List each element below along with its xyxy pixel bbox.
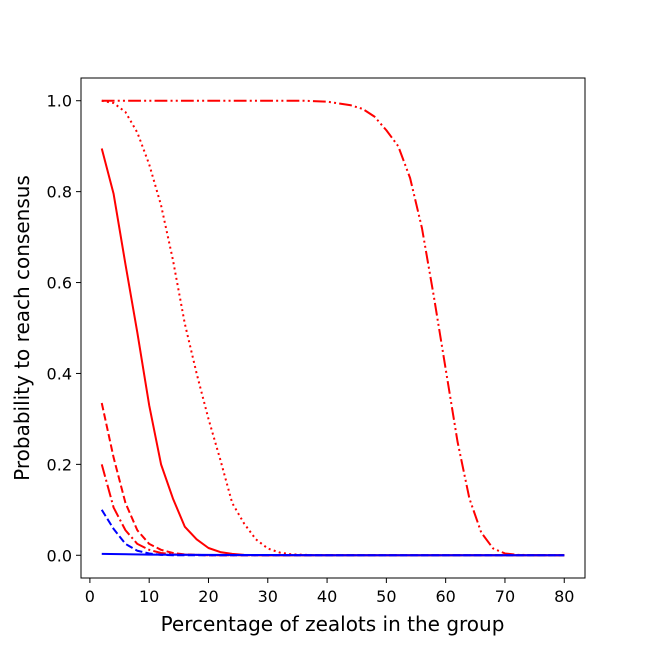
series-line-1: [100, 148, 565, 557]
series-line-5: [101, 99, 565, 557]
y-tick-label: 0.8: [47, 183, 72, 202]
y-tick-label: 0.0: [47, 546, 72, 565]
x-tick-label: 30: [258, 587, 278, 606]
series-line-2: [100, 402, 565, 557]
x-tick-label: 40: [317, 587, 337, 606]
y-tick-label: 1.0: [47, 92, 72, 111]
x-tick-label: 60: [435, 587, 455, 606]
x-tick-label: 80: [554, 587, 574, 606]
series-line-4: [101, 99, 565, 557]
series-line-3: [100, 464, 565, 557]
plot-frame: [80, 77, 586, 579]
x-tick-label: 70: [495, 587, 515, 606]
y-axis-label: Probability to reach consensus: [10, 175, 34, 481]
y-tick-label: 0.4: [47, 364, 72, 383]
x-tick-label: 50: [376, 587, 396, 606]
series-line-7: [101, 552, 565, 557]
series-layer: [100, 99, 565, 557]
y-tick-label: 0.2: [47, 455, 72, 474]
series-line-6: [100, 509, 565, 557]
x-tick-label: 0: [85, 587, 95, 606]
x-axis-label: Percentage of zealots in the group: [161, 612, 505, 636]
x-tick-label: 10: [139, 587, 159, 606]
x-tick-label: 20: [198, 587, 218, 606]
axes-layer: 0 10 20 30 40 50 60 70 80 0.0 0.2 0.4 0.6 0.8 1.0: [47, 77, 586, 606]
y-tick-label: 0.6: [47, 274, 72, 293]
